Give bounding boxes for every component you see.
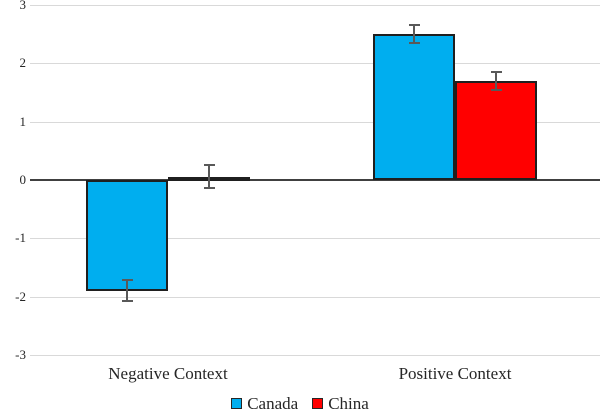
legend-item-china: China [312,395,369,412]
y-tick-label--2: -2 [15,288,26,304]
error-bar-canada-negative-context-cap-top [121,279,133,282]
gridline-y--3 [30,355,600,356]
error-bar-china-negative-context-line [208,164,210,189]
y-tick-label-0: 0 [19,172,27,187]
legend-swatch-china [312,397,324,409]
error-bar-canada-negative-context-cap-bottom [121,300,133,303]
bar-canada-positive-context [373,34,455,180]
gridline-y-1 [30,121,600,123]
category-label-positive-context: Positive Context [398,364,512,383]
gridline-y-2 [30,63,600,65]
error-bar-china-positive-context-cap-bottom [490,89,502,92]
legend-label-china: China [328,393,369,413]
error-bar-china-negative-context-cap-bottom [203,187,215,190]
y-tick-label-2: 2 [19,55,27,71]
y-tick-label-3: 3 [19,0,27,12]
error-bar-china-positive-context-cap-top [490,70,502,73]
y-tick-label-1: 1 [19,113,27,129]
error-bar-canada-positive-context-line [413,25,415,43]
gridline-y--1 [30,238,600,240]
x-axis-zero-line [30,179,600,181]
y-tick-label--3: -3 [15,347,26,362]
legend-item-canada: Canada [231,395,298,412]
gridline-y--2 [30,296,600,298]
legend: Canada China [0,392,600,414]
bar-canada-negative-context [86,180,168,291]
error-bar-china-positive-context-line [495,71,497,91]
bar-china-positive-context [455,80,537,180]
error-bar-canada-positive-context-cap-bottom [408,41,420,44]
y-tick-label--1: -1 [15,230,26,246]
category-label-negative-context: Negative Context [108,364,228,383]
error-bar-china-negative-context-cap-top [203,163,215,166]
legend-label-canada: Canada [247,393,299,413]
gridline-y-3 [30,5,600,6]
error-bar-canada-negative-context-line [126,280,128,302]
error-bar-canada-positive-context-cap-top [408,24,420,27]
legend-swatch-canada [231,397,243,409]
